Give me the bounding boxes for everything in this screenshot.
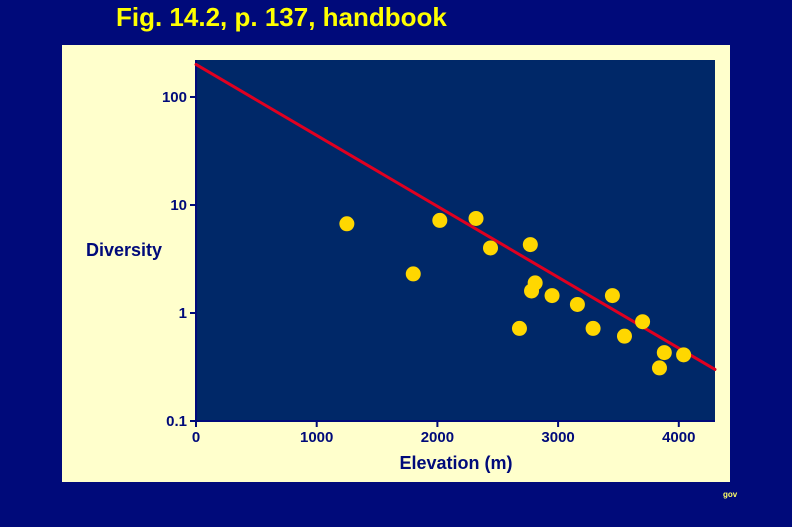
data-point (656, 345, 672, 361)
data-point (527, 275, 543, 291)
trend-line-layer (194, 62, 717, 371)
x-tick-label: 4000 (662, 429, 695, 446)
data-point (483, 240, 499, 256)
data-point (511, 320, 527, 336)
data-point (432, 212, 448, 228)
data-point (468, 210, 484, 226)
y-tick-label: 0.1 (166, 413, 187, 430)
y-tick-label: 10 (170, 197, 187, 214)
x-tick-label: 0 (192, 429, 200, 446)
y-tick-label: 1 (179, 305, 187, 322)
x-axis-label: Elevation (m) (399, 453, 512, 473)
data-points-layer (339, 210, 692, 376)
x-axis: 0 1000 2000 3000 4000 (192, 420, 715, 446)
data-point (339, 216, 355, 232)
trend-line (194, 62, 717, 371)
chart-panel: 0.1 1 10 100 0 1000 2000 3000 4000 Diversity El… (62, 45, 730, 482)
data-point (405, 266, 421, 282)
data-point (522, 237, 538, 253)
data-point (635, 314, 651, 330)
data-point (544, 288, 560, 304)
slide-title: Fig. 14.2, p. 137, handbook (116, 2, 447, 32)
x-tick-label: 3000 (541, 429, 574, 446)
scatter-chart: 0.1 1 10 100 0 1000 2000 3000 4000 Diversity El… (86, 60, 717, 473)
data-point (676, 347, 692, 363)
data-point (604, 288, 620, 304)
y-tick-label: 100 (162, 89, 187, 106)
footer-mark: gov (723, 490, 738, 499)
data-point (616, 328, 632, 344)
plot-area (196, 60, 715, 421)
y-axis-label: Diversity (86, 240, 162, 260)
data-point (651, 360, 667, 376)
data-point (585, 320, 601, 336)
x-tick-label: 2000 (421, 429, 454, 446)
x-tick-label: 1000 (300, 429, 333, 446)
y-axis: 0.1 1 10 100 (162, 60, 197, 430)
data-point (569, 296, 585, 312)
